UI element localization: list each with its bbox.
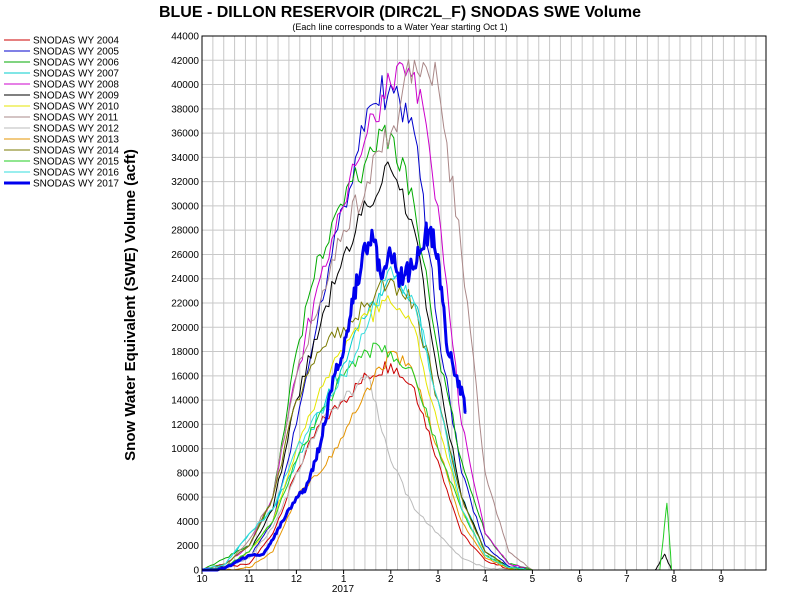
y-tick-label: 42000	[171, 56, 199, 67]
y-tick-label: 8000	[177, 468, 200, 479]
x-year-label: 2017	[332, 584, 355, 595]
x-ticks: 10 11 12 1 2 3 4 5 6 7 8 9	[196, 570, 724, 585]
plot-frame	[201, 35, 767, 571]
y-tick-label: 12000	[171, 420, 199, 431]
x-tick-label: 1	[341, 574, 347, 585]
legend-label: SNODAS WY 2012	[33, 124, 119, 135]
legend-label: SNODAS WY 2017	[33, 179, 119, 190]
legend-label: SNODAS WY 2015	[33, 157, 119, 168]
x-tick-label: 6	[577, 574, 583, 585]
y-tick-label: 28000	[171, 226, 199, 237]
y-tick-label: 20000	[171, 323, 199, 334]
y-tick-label: 34000	[171, 153, 199, 164]
legend-label: SNODAS WY 2014	[33, 146, 119, 157]
legend-label: SNODAS WY 2016	[33, 168, 119, 179]
y-tick-label: 24000	[171, 274, 199, 285]
y-tick-label: 40000	[171, 80, 199, 91]
y-tick-label: 2000	[177, 541, 200, 552]
legend-label: SNODAS WY 2009	[33, 91, 119, 102]
x-tick-label: 8	[671, 574, 677, 585]
y-tick-label: 36000	[171, 129, 199, 140]
y-tick-label: 32000	[171, 177, 199, 188]
y-tick-label: 44000	[171, 32, 199, 43]
y-tick-label: 10000	[171, 444, 199, 455]
legend-label: SNODAS WY 2005	[33, 47, 119, 58]
y-tick-label: 38000	[171, 104, 199, 115]
x-tick-label: 3	[435, 574, 441, 585]
legend-label: SNODAS WY 2008	[33, 80, 119, 91]
legend-label: SNODAS WY 2004	[33, 36, 119, 47]
x-tick-label: 10	[196, 574, 208, 585]
x-tick-label: 7	[624, 574, 630, 585]
y-tick-label: 22000	[171, 299, 199, 310]
x-tick-label: 4	[482, 574, 488, 585]
y-tick-label: 26000	[171, 250, 199, 261]
chart-subtitle: (Each line corresponds to a Water Year s…	[292, 22, 507, 32]
legend-label: SNODAS WY 2007	[33, 69, 119, 80]
x-tick-label: 5	[530, 574, 536, 585]
x-tick-label: 9	[718, 574, 724, 585]
y-tick-label: 14000	[171, 396, 199, 407]
legend-label: SNODAS WY 2006	[33, 58, 119, 69]
y-tick-label: 16000	[171, 371, 199, 382]
y-tick-label: 30000	[171, 201, 199, 212]
y-tick-label: 4000	[177, 517, 200, 528]
y-tick-label: 0	[193, 566, 199, 577]
x-tick-label: 11	[244, 574, 255, 585]
legend-label: SNODAS WY 2010	[33, 102, 119, 113]
y-axis-label: Snow Water Equivalent (SWE) Volume (acft…	[122, 149, 139, 461]
y-ticks: 0 2000 4000 6000 8000 10000 12000 14000 16000 180…	[171, 32, 199, 577]
chart-title: BLUE - DILLON RESERVOIR (DIRC2L_F) SNODA…	[159, 4, 641, 21]
x-tick-label: 12	[291, 574, 303, 585]
legend-label: SNODAS WY 2013	[33, 135, 119, 146]
y-tick-label: 18000	[171, 347, 199, 358]
y-tick-label: 6000	[177, 493, 200, 504]
series-line	[202, 221, 467, 572]
legend-label: SNODAS WY 2011	[33, 113, 119, 124]
x-tick-label: 2	[388, 574, 394, 585]
